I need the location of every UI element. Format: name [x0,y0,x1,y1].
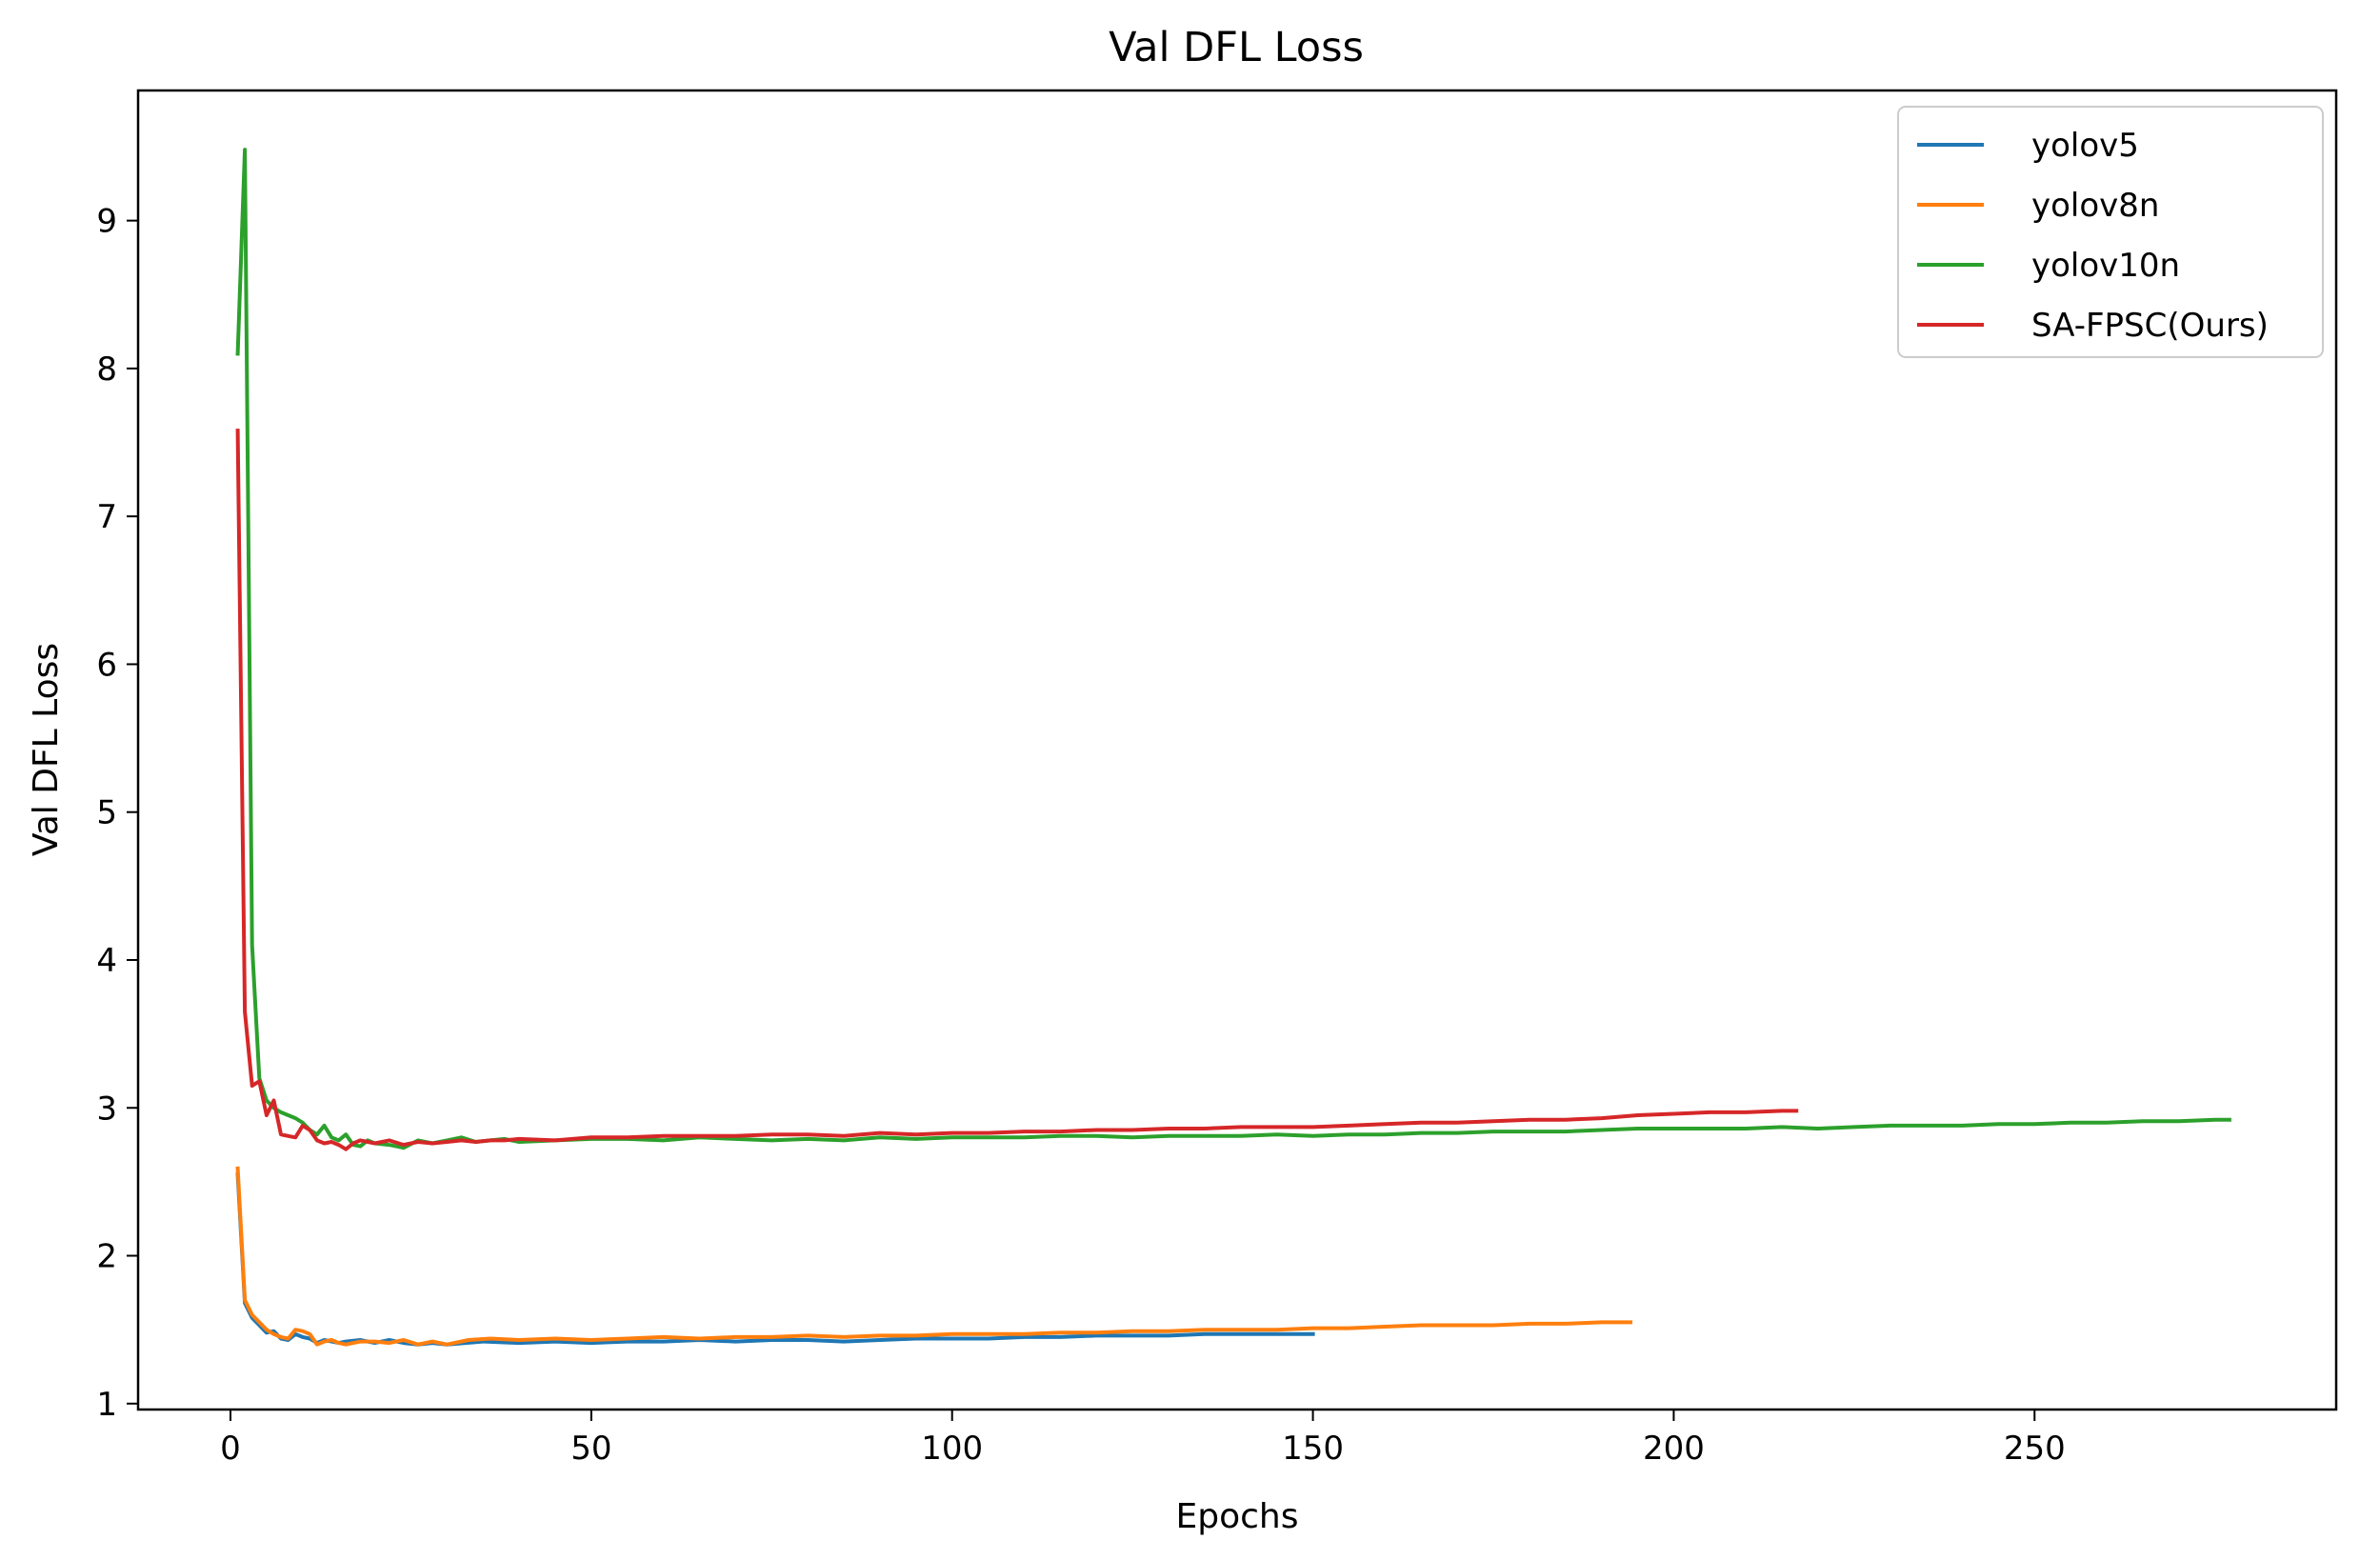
legend: yolov5 yolov8n yolov10n SA-FPSC(Ours) [1897,106,2324,358]
legend-box [1897,106,2324,358]
chart-title: Val DFL Loss [1109,24,1364,71]
series-line-0 [235,1171,1315,1347]
x-tick-label: 50 [570,1430,611,1468]
y-tick-label: 2 [96,1238,117,1276]
legend-label: yolov5 [2031,127,2139,165]
y-tick-label: 7 [96,498,117,536]
x-tick-label: 100 [921,1430,983,1468]
plot-area [136,89,2338,1411]
x-tick-label: 0 [220,1430,241,1468]
legend-label: SA-FPSC(Ours) [2031,307,2269,345]
legend-label: yolov10n [2031,247,2180,285]
y-tick-label: 4 [96,942,117,980]
y-axis: 1 2 3 4 5 6 7 8 9 [96,203,138,1424]
series-line-2 [235,148,2231,1150]
series-line-3 [235,429,1799,1151]
x-tick-label: 200 [1643,1430,1705,1468]
y-tick-label: 5 [96,794,117,832]
x-axis-title: Epochs [1176,1497,1299,1536]
y-tick-label: 8 [96,350,117,389]
x-tick-label: 150 [1282,1430,1344,1468]
x-tick-label: 250 [2004,1430,2066,1468]
series-layer [235,148,2231,1347]
y-tick-label: 6 [96,646,117,684]
x-axis: 0 50 100 150 200 250 [220,1410,2066,1468]
y-axis-title: Val DFL Loss [27,643,66,856]
legend-label: yolov8n [2031,187,2159,225]
y-tick-label: 1 [96,1386,117,1424]
y-tick-label: 9 [96,203,117,241]
plot-frame [136,89,2338,1411]
y-tick-label: 3 [96,1090,117,1128]
series-line-1 [235,1166,1632,1347]
